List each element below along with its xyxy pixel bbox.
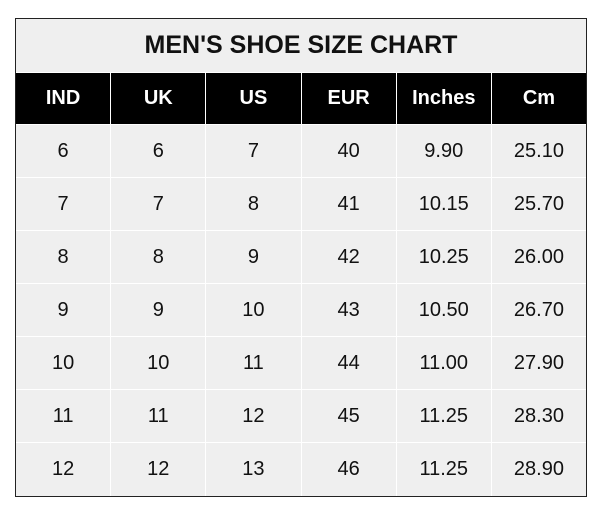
table-cell: 28.30	[491, 390, 587, 443]
table-row: 12 12 13 46 11.25 28.90	[16, 443, 586, 496]
table-cell: 11	[111, 390, 207, 443]
size-chart-table: MEN'S SHOE SIZE CHART IND UK US EUR Inches Cm…	[15, 18, 587, 497]
table-cell: 43	[301, 284, 397, 337]
table-cell: 28.90	[513, 458, 564, 480]
table-cell: 25.10	[491, 125, 587, 178]
table-cell: 7	[111, 178, 207, 231]
table-row: 9 9 10 43 10.50 26.70	[16, 284, 587, 337]
table-cell: 12	[206, 390, 302, 443]
table-cell: 10	[111, 337, 207, 390]
table-cell: 11.00	[396, 337, 492, 390]
table-cell: 12	[111, 443, 207, 496]
table-cell: 9	[16, 284, 112, 337]
table-cell: 11.25	[396, 390, 492, 443]
table-cell: 10	[16, 337, 112, 390]
table-cell: 13	[206, 443, 302, 496]
table-cell: 8	[111, 231, 207, 284]
table-body: 6 6 7 40 9.90 25.10 7 7 8 41 10.15 25.70 8 8 9 42 10.25 2…	[16, 125, 587, 496]
table-cell: 6	[111, 125, 207, 178]
table-cell: 27.90	[491, 337, 587, 390]
column-header: UK	[111, 73, 207, 125]
table-cell: 40	[301, 125, 397, 178]
column-header: Inches	[396, 73, 492, 125]
table-cell: 45	[301, 390, 397, 443]
table-cell: 10.50	[396, 284, 492, 337]
table-row: 8 8 9 42 10.25 26.00	[16, 231, 587, 284]
table-row: 7 7 8 41 10.15 25.70	[16, 178, 587, 231]
chart-title: MEN'S SHOE SIZE CHART	[16, 19, 586, 73]
table-cell: 8	[16, 231, 112, 284]
column-header: US	[206, 73, 302, 125]
column-header: Cm	[491, 73, 587, 125]
table-cell: 7	[16, 178, 112, 231]
column-header: EUR	[301, 73, 397, 125]
table-cell: 9.90	[396, 125, 492, 178]
table-cell: 25.70	[491, 178, 587, 231]
table-cell: 26.00	[491, 231, 587, 284]
table-row: 6 6 7 40 9.90 25.10	[16, 125, 587, 178]
table-cell: 12	[16, 443, 112, 496]
table-row: 10 10 11 44 11.00 27.90	[16, 337, 587, 390]
table-cell: 11	[206, 337, 302, 390]
table-cell: 11.25	[397, 443, 492, 496]
table-cell: 10.25	[396, 231, 492, 284]
table-cell: 41	[301, 178, 397, 231]
table-cell: 7	[206, 125, 302, 178]
table-cell: 8	[206, 178, 302, 231]
table-cell: 44	[301, 337, 397, 390]
table-cell: 9	[206, 231, 302, 284]
table-cell: 26.70	[491, 284, 587, 337]
column-header: IND	[16, 73, 112, 125]
table-cell: 42	[301, 231, 397, 284]
table-cell: 11	[16, 390, 112, 443]
table-cell: 9	[111, 284, 207, 337]
table-row: 11 11 12 45 11.25 28.30	[16, 390, 587, 443]
header-row: IND UK US EUR Inches Cm	[16, 73, 587, 125]
table-cell: 10	[206, 284, 302, 337]
table-cell: 46	[302, 443, 397, 496]
table-cell: 6	[16, 125, 112, 178]
table-cell: 10.15	[396, 178, 492, 231]
